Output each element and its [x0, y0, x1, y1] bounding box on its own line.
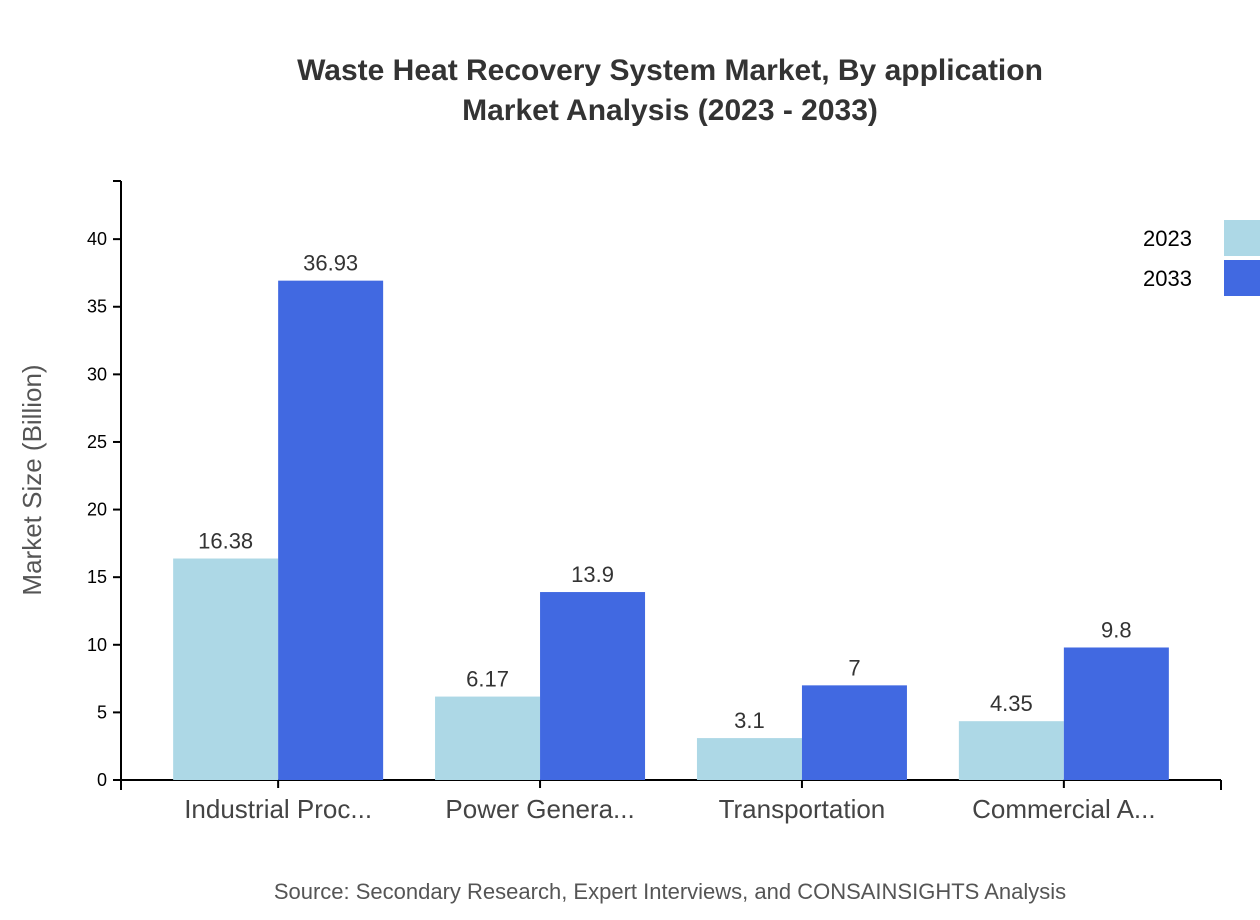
- bar-2033: [540, 592, 646, 780]
- y-tick-label: 25: [87, 432, 107, 452]
- bar-2033: [278, 280, 384, 780]
- legend-label: 2033: [1143, 266, 1192, 291]
- data-label: 9.8: [1101, 617, 1132, 642]
- y-tick-label: 15: [87, 567, 107, 587]
- bar-2033: [801, 685, 907, 780]
- legend-swatch-2023: [1224, 220, 1260, 256]
- data-label: 3.1: [734, 708, 765, 733]
- legend-swatch-2033: [1224, 260, 1260, 296]
- y-tick-label: 35: [87, 297, 107, 317]
- x-tick-label: Transportation: [719, 794, 886, 824]
- data-label: 36.93: [303, 251, 358, 276]
- y-tick-label: 10: [87, 635, 107, 655]
- legend-label: 2023: [1143, 226, 1192, 251]
- y-tick-label: 0: [97, 770, 107, 790]
- data-label: 16.38: [198, 529, 253, 554]
- data-label: 4.35: [990, 691, 1033, 716]
- x-tick-label: Power Genera...: [445, 794, 634, 824]
- data-label: 13.9: [571, 562, 614, 587]
- chart-subtitle: Market Analysis (2023 - 2033): [462, 94, 878, 127]
- bar-2023: [173, 558, 279, 780]
- x-tick-label: Industrial Proc...: [184, 794, 372, 824]
- bar-2023: [435, 696, 541, 780]
- bar-2023: [696, 738, 802, 780]
- y-tick-label: 40: [87, 229, 107, 249]
- source-note: Source: Secondary Research, Expert Inter…: [274, 879, 1066, 904]
- y-axis-label: Market Size (Billion): [17, 364, 47, 595]
- chart-title: Waste Heat Recovery System Market, By ap…: [297, 54, 1043, 87]
- bar-2023: [958, 721, 1064, 780]
- x-tick-label: Commercial A...: [972, 794, 1156, 824]
- y-tick-label: 20: [87, 500, 107, 520]
- y-tick-label: 5: [97, 702, 107, 722]
- bar-2033: [1063, 647, 1169, 780]
- data-label: 6.17: [466, 667, 509, 692]
- y-tick-label: 30: [87, 364, 107, 384]
- data-label: 7: [848, 655, 860, 680]
